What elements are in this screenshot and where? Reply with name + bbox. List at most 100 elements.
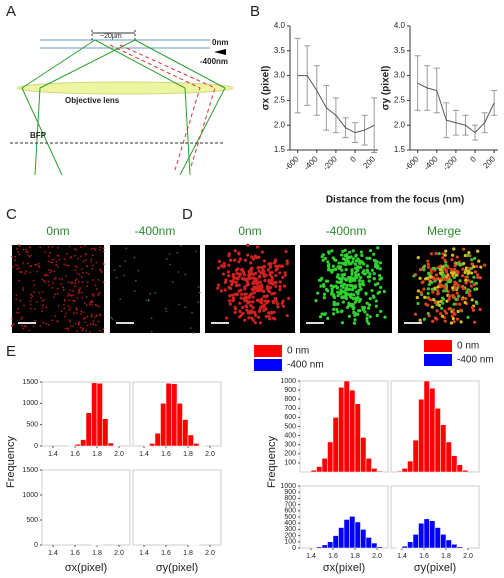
spot	[248, 300, 252, 304]
spot	[81, 296, 84, 299]
spot	[14, 256, 17, 258]
spot	[25, 325, 27, 328]
spot	[356, 257, 360, 261]
spot	[147, 298, 150, 301]
spot	[50, 270, 53, 272]
x-tick-label: 2.0	[463, 553, 473, 560]
spot	[37, 262, 40, 265]
histogram-bar	[412, 439, 419, 473]
spot	[278, 280, 282, 284]
spot	[227, 263, 231, 267]
spot	[470, 305, 475, 310]
spot	[21, 324, 24, 327]
spot	[12, 265, 14, 268]
spot	[450, 253, 455, 257]
x-tick-label: 1.6	[161, 550, 171, 557]
spot	[259, 301, 264, 305]
spot	[416, 289, 420, 293]
spot	[447, 275, 451, 279]
spot	[74, 265, 77, 267]
spot	[74, 300, 76, 302]
spot	[447, 297, 451, 301]
spot	[267, 314, 271, 318]
histogram-bar	[316, 546, 323, 549]
x-tick-label: -200	[441, 154, 459, 172]
spot	[270, 311, 274, 315]
spot	[231, 296, 236, 300]
spot	[465, 290, 469, 294]
spot	[452, 302, 456, 306]
spot	[263, 303, 267, 307]
spot	[362, 262, 366, 266]
spot	[338, 277, 342, 281]
spot	[102, 262, 105, 264]
spot	[11, 317, 14, 320]
spot	[64, 315, 67, 318]
spot	[350, 272, 354, 276]
spot	[285, 259, 289, 263]
histogram-bar	[332, 417, 339, 473]
spot	[123, 274, 126, 277]
spot	[22, 289, 25, 292]
spot	[371, 294, 376, 298]
spot	[341, 290, 345, 294]
spot	[441, 256, 445, 260]
spot	[64, 327, 67, 330]
spot	[270, 292, 274, 296]
spot	[82, 327, 84, 330]
spot	[92, 319, 95, 322]
spot	[51, 246, 54, 248]
histogram-bar	[171, 383, 178, 447]
y-tick-label: 100	[284, 460, 296, 467]
spot	[246, 243, 250, 247]
spot	[344, 278, 348, 282]
spot	[62, 286, 65, 289]
spot	[434, 273, 439, 277]
spot	[463, 300, 467, 305]
spot	[84, 259, 87, 261]
spot	[65, 274, 67, 277]
data-line	[417, 82, 495, 134]
spot	[119, 298, 122, 301]
spot	[252, 280, 256, 284]
spot	[67, 292, 70, 295]
spot	[19, 299, 22, 302]
spot	[453, 263, 457, 268]
spot	[73, 248, 76, 250]
spot	[358, 308, 362, 313]
legend-label: -400 nm	[457, 355, 494, 366]
spot	[318, 315, 323, 319]
spot	[444, 268, 448, 272]
spot	[343, 248, 347, 252]
spot	[92, 264, 95, 267]
spot	[280, 264, 285, 268]
spot	[374, 299, 378, 303]
spot	[92, 322, 95, 325]
spot	[353, 313, 357, 317]
spot	[332, 307, 336, 311]
x-tick-label: 2.0	[205, 451, 215, 458]
y-tick-label: 2.0	[274, 120, 286, 129]
spot	[101, 331, 104, 334]
spot	[266, 299, 271, 303]
histogram-bar	[349, 389, 356, 473]
spot	[33, 308, 36, 310]
spot	[100, 271, 103, 273]
spot	[54, 277, 57, 279]
spot	[249, 303, 253, 308]
image-label: -400nm	[135, 224, 176, 238]
spot	[102, 247, 105, 250]
x-axis-label: Distance from the focus (nm)	[326, 195, 464, 206]
spot	[450, 258, 454, 262]
y-tick-label: 1.5	[394, 145, 406, 154]
spot	[332, 303, 336, 307]
spot	[467, 251, 471, 255]
spot	[176, 251, 179, 254]
spot	[90, 258, 93, 261]
spot	[272, 310, 276, 314]
spot	[227, 254, 231, 258]
spot	[352, 293, 356, 297]
spot	[470, 280, 474, 284]
spot	[372, 252, 376, 256]
x-tick-label: 1.6	[70, 451, 80, 458]
